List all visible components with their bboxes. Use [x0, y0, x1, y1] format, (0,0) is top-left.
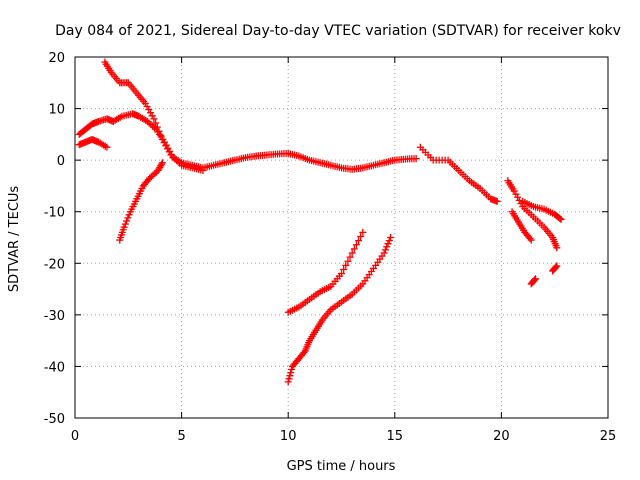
grid [75, 57, 608, 418]
data-point [158, 160, 166, 168]
data-point [120, 223, 128, 231]
data-point [352, 241, 360, 249]
data-point [531, 276, 539, 284]
x-tick-label: 0 [71, 429, 79, 444]
plot-frame [74, 56, 609, 419]
data-point [557, 215, 565, 223]
data-point [342, 261, 350, 269]
data-point [287, 369, 295, 377]
data-point [556, 214, 564, 222]
data-point [384, 240, 392, 248]
data-point [383, 243, 391, 251]
y-tick-label: -40 [44, 360, 65, 375]
data-point [103, 143, 111, 151]
x-tick-label: 20 [493, 429, 510, 444]
data-point [344, 257, 352, 265]
series-track-11 [284, 234, 395, 386]
series-track-9 [527, 275, 540, 288]
series-track-4 [116, 159, 166, 244]
data-point [340, 265, 348, 273]
data-point [553, 244, 561, 252]
data-point [387, 234, 395, 241]
data-point [152, 119, 160, 127]
series-track-12 [284, 228, 367, 316]
data-point [493, 197, 501, 205]
data-point [199, 166, 207, 174]
data-point [300, 349, 308, 357]
data-point [381, 246, 389, 254]
series-track-1 [75, 110, 420, 173]
y-tick-label: -10 [44, 206, 65, 221]
data-point [150, 115, 158, 123]
data-point [552, 263, 560, 271]
x-axis: 0 5 10 15 20 25 [71, 57, 616, 444]
data-point [285, 375, 293, 383]
data-series [75, 58, 565, 386]
data-point [155, 127, 163, 135]
y-tick-label: -30 [44, 309, 65, 324]
data-point [123, 217, 131, 225]
data-point [153, 123, 161, 131]
data-point [157, 131, 165, 139]
data-point [359, 228, 367, 236]
x-tick-label: 10 [280, 429, 297, 444]
series-track-10 [549, 262, 561, 275]
data-point [412, 155, 420, 163]
data-point [357, 232, 365, 240]
y-tick-label: -20 [44, 257, 65, 272]
data-point [526, 235, 534, 243]
data-point [284, 378, 292, 386]
data-point [355, 237, 363, 245]
data-point [288, 366, 296, 374]
data-point [527, 236, 535, 244]
data-point [380, 249, 388, 257]
data-point [338, 270, 345, 278]
data-point [158, 159, 166, 167]
series-track-8 [519, 197, 565, 223]
data-point [346, 253, 354, 261]
series-track-7 [508, 208, 535, 244]
y-tick-label: 0 [57, 154, 65, 169]
data-point [124, 214, 132, 222]
x-tick-label: 5 [177, 429, 185, 444]
data-point [144, 176, 152, 184]
series-track-5 [416, 143, 501, 205]
chart-title: Day 084 of 2021, Sidereal Day-to-day VTE… [55, 23, 621, 39]
data-point [121, 220, 129, 228]
x-tick-label: 15 [387, 429, 404, 444]
y-tick-label: 20 [48, 51, 65, 66]
data-point [532, 275, 540, 283]
series-track-6 [504, 177, 561, 252]
data-point [350, 245, 358, 253]
data-point [385, 237, 393, 245]
data-point [348, 249, 356, 257]
y-tick-label: 10 [48, 103, 65, 118]
y-tick-label: -50 [44, 412, 65, 427]
series-track-3 [101, 58, 207, 174]
x-tick-label: 25 [600, 429, 617, 444]
y-axis-label: SDTVAR / TECUs [7, 186, 22, 293]
series-track-2 [75, 136, 111, 151]
y-axis: 20 10 0 -10 -20 -30 -40 -50 [44, 51, 608, 427]
data-point [286, 372, 294, 380]
data-point [553, 262, 561, 270]
x-axis-label: GPS time / hours [287, 459, 396, 474]
data-point [125, 211, 133, 219]
